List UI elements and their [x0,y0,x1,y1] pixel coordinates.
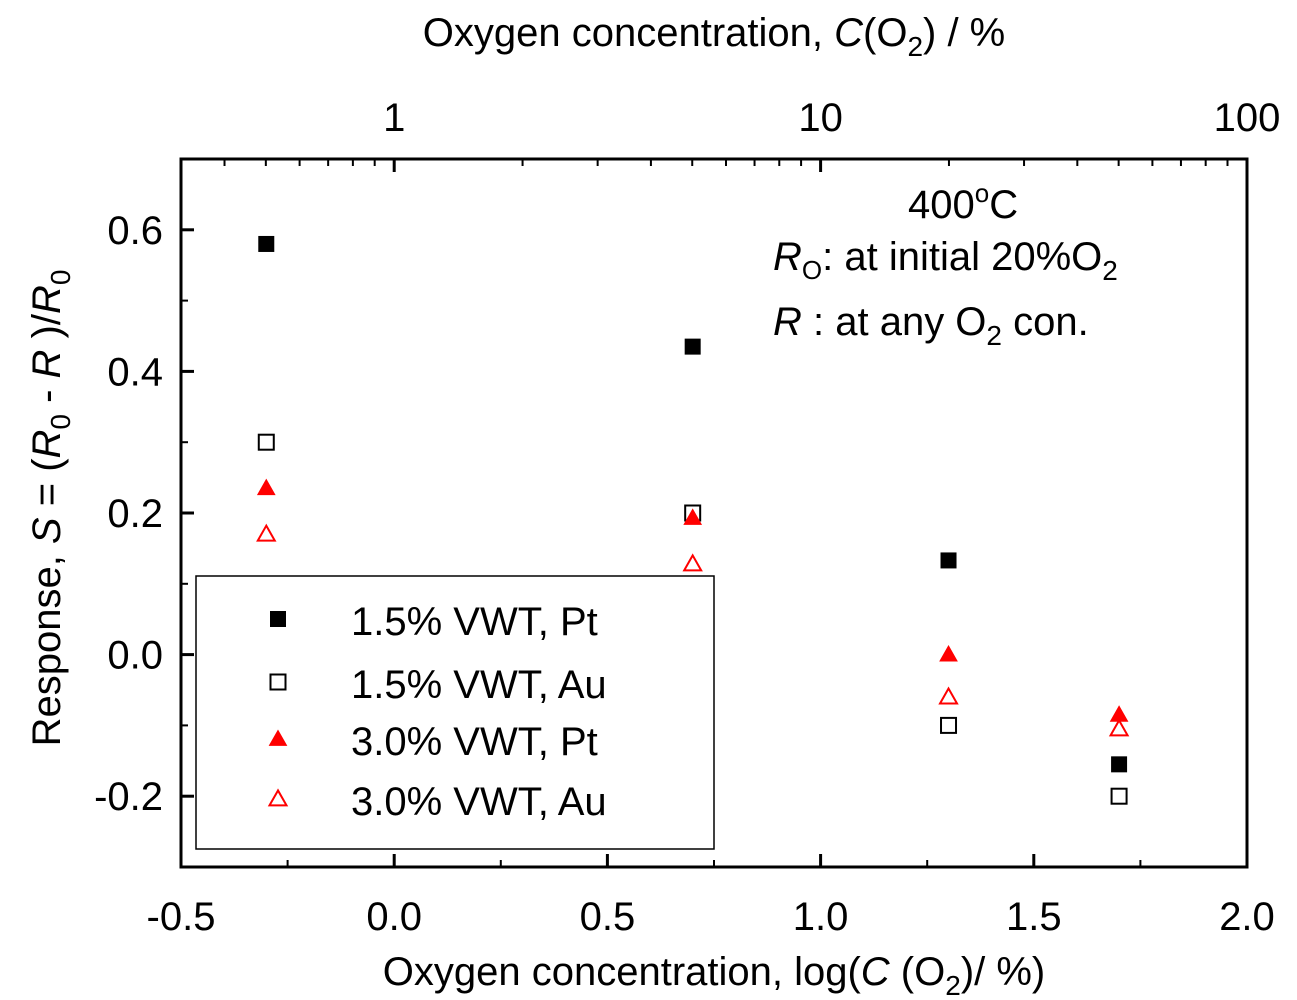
data-point [682,553,703,572]
legend-marker [270,611,286,627]
data-point [684,338,701,355]
y-axis: -0.2 0.0 0.2 0.4 0.6 [94,158,194,868]
annotation-temperature: 400oC [908,178,1018,227]
y-tick-label: -0.2 [94,775,163,819]
annotation-r: R : at any O2 con. [773,300,1089,351]
y-axis-title: Response, S = (R0 - R )/R0 [25,270,76,747]
data-markers [256,235,1130,805]
top-axis-title: Oxygen concentration, C(O2) / % [423,11,1006,62]
data-point [1110,787,1128,805]
data-point [258,235,275,252]
legend-label: 3.0% VWT, Pt [351,720,598,764]
legend: 1.5% VWT, Pt 1.5% VWT, Au 3.0% VWT, Pt 3.0%… [195,575,715,850]
data-point [256,478,276,496]
y-tick-label: 0.4 [107,350,163,394]
x-tick-label: 2.0 [1219,895,1275,939]
y-tick-label: 0.0 [107,634,163,678]
data-point [940,552,957,569]
top-tick-label: 1 [383,96,405,140]
legend-marker [268,729,288,746]
data-point [939,645,958,662]
legend-label: 3.0% VWT, Au [351,780,607,824]
legend-marker [269,673,287,691]
top-tick-label: 10 [798,96,843,140]
x-axis-title: Oxygen concentration, log(C (O2)/ %) [383,950,1046,1000]
top-axis: 1 10 100 [223,96,1281,172]
y-tick-label: 0.2 [107,492,163,536]
data-point [940,716,958,734]
annotation-r0: RO: at initial 20%O2 [773,235,1118,286]
x-tick-label: 1.5 [1006,895,1062,939]
x-tick-label: -0.5 [147,895,216,939]
data-point [256,523,277,542]
legend-label: 1.5% VWT, Pt [351,600,598,644]
data-point [938,686,959,705]
data-point [257,433,275,451]
x-tick-label: 0.0 [366,895,422,939]
top-tick-label: 100 [1214,96,1281,140]
y-tick-label: 0.6 [107,209,163,253]
x-axis: -0.5 0.0 0.5 1.0 1.5 2.0 [147,854,1275,939]
data-point [1108,718,1130,737]
data-point [683,508,703,525]
legend-label: 1.5% VWT, Au [351,663,607,707]
data-point [1111,756,1128,773]
x-tick-label: 1.0 [793,895,849,939]
x-tick-label: 0.5 [580,895,636,939]
legend-marker [267,788,289,807]
